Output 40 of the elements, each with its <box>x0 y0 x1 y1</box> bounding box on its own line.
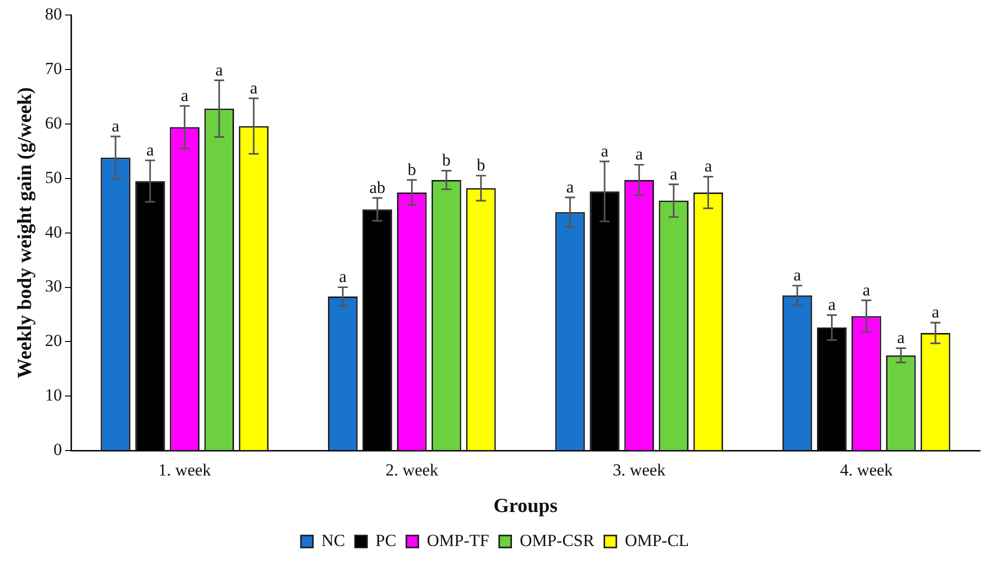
data-label: b <box>408 160 416 179</box>
data-label: ab <box>369 178 386 197</box>
data-label: a <box>339 267 348 286</box>
data-label: a <box>794 266 802 285</box>
x-tick-label: 4. week <box>840 460 894 480</box>
data-label: a <box>215 60 224 80</box>
legend-label: OMP-CL <box>624 530 690 550</box>
x-tick-label: 2. week <box>385 460 439 480</box>
data-label: b <box>476 156 486 175</box>
data-label: b <box>442 150 451 170</box>
y-tick-label: 0 <box>54 440 62 460</box>
y-tick-label: 30 <box>45 276 62 296</box>
data-label: a <box>704 156 712 176</box>
data-label: a <box>635 144 644 164</box>
data-label: a <box>180 86 189 105</box>
x-axis-title: Groups <box>493 495 558 518</box>
y-tick-label: 50 <box>45 168 62 187</box>
legend-label: OMP-TF <box>426 530 490 550</box>
y-tick-label: 70 <box>45 58 62 78</box>
y-tick-label: 20 <box>45 331 62 350</box>
y-tick-label: 10 <box>45 386 62 405</box>
y-tick-label: 80 <box>45 4 62 24</box>
y-tick-label: 60 <box>45 113 62 132</box>
y-axis-title: Weekly body weight gain (g/week) <box>14 87 36 378</box>
x-tick-label: 3. week <box>612 460 666 480</box>
data-label: a <box>600 141 609 160</box>
data-label: a <box>932 302 940 322</box>
data-label: a <box>670 164 678 184</box>
y-tick-label: 40 <box>45 222 62 242</box>
data-label: a <box>897 328 906 348</box>
data-label: a <box>862 280 871 300</box>
data-label: a <box>250 78 258 98</box>
data-label: a <box>112 116 120 136</box>
data-label: a <box>566 177 574 196</box>
legend-label: OMP-CSR <box>520 530 595 550</box>
x-tick-label: 1. week <box>158 460 212 480</box>
data-label: a <box>828 294 836 314</box>
legend-label: PC <box>376 530 396 550</box>
legend-label: NC <box>321 530 346 550</box>
data-label: a <box>146 140 154 160</box>
